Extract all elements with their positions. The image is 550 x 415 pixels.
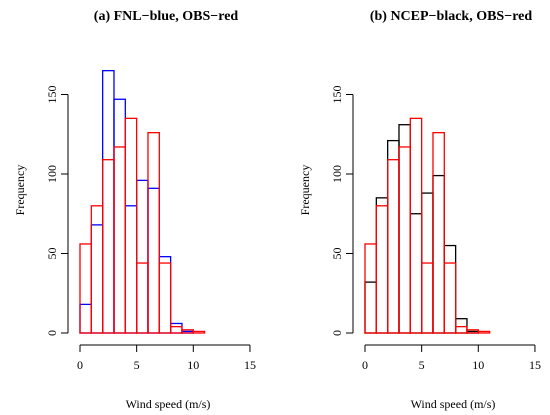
panel-b: (b) NCEP−black, OBS−red050100150Frequenc…: [298, 9, 541, 411]
x-tick-label: 10: [187, 358, 199, 372]
panel-a: (a) FNL−blue, OBS−red 0 50 100 150 Frequency 0…: [13, 9, 256, 411]
obs-bar: [364, 243, 377, 334]
obs-bar: [124, 117, 138, 334]
obs-bar: [432, 132, 445, 334]
fnl-bar: [147, 187, 160, 334]
fnl-bar: [135, 179, 149, 334]
obs-bar: [454, 325, 468, 334]
ncep-bar: [387, 139, 400, 334]
y-tick-label: 100: [330, 165, 344, 183]
obs-bar: [375, 205, 389, 334]
y-tick-label: 0: [330, 330, 344, 336]
obs-bar: [147, 132, 160, 334]
obs-bar: [192, 330, 206, 334]
fnl-bar: [90, 224, 104, 334]
fnl-bar: [124, 205, 138, 334]
obs-bar: [409, 117, 423, 334]
x-tick-label: 5: [419, 358, 425, 372]
ncep-bar: [375, 197, 389, 334]
chart-title: (b) NCEP−black, OBS−red: [370, 9, 533, 24]
y-tick-label: 50: [330, 248, 344, 260]
obs-bar: [398, 146, 411, 334]
obs-bar: [113, 146, 126, 334]
fnl-bar: [169, 322, 183, 334]
y-tick-label: 100: [45, 165, 59, 183]
y-axis-label: Frequency: [13, 165, 27, 216]
y-tick-label: 150: [45, 86, 59, 104]
obs-bar: [387, 159, 400, 334]
chart-title: (a) FNL−blue, OBS−red: [94, 9, 239, 24]
x-tick-label: 10: [472, 358, 484, 372]
x-tick-label: 0: [362, 358, 368, 372]
ncep-bar: [398, 124, 411, 334]
obs-bar: [420, 262, 434, 334]
obs-bar: [443, 262, 457, 334]
obs-bar: [158, 262, 172, 334]
obs-bar: [79, 243, 92, 334]
fnl-bar: [158, 256, 172, 334]
x-tick-label: 5: [134, 358, 140, 372]
x-tick-label: 15: [244, 358, 256, 372]
fnl-bar: [113, 98, 126, 334]
y-tick-label: 150: [330, 86, 344, 104]
y-axis-label: Frequency: [298, 165, 312, 216]
ncep-bar: [409, 213, 423, 334]
y-tick-label: 0: [45, 330, 59, 336]
x-tick-label: 0: [77, 358, 83, 372]
obs-bar: [169, 325, 183, 334]
obs-bar: [477, 330, 491, 334]
ncep-bar: [364, 281, 377, 334]
obs-bar: [135, 262, 149, 334]
ncep-bar: [454, 318, 468, 334]
ncep-bar: [443, 244, 457, 334]
y-tick-label: 50: [45, 248, 59, 260]
obs-bar: [102, 159, 115, 334]
ncep-bar: [432, 174, 445, 334]
fnl-bar: [102, 70, 115, 334]
x-axis-label: Wind speed (m/s): [411, 397, 496, 411]
fnl-bar: [79, 303, 92, 334]
x-axis-label: Wind speed (m/s): [126, 397, 211, 411]
x-tick-label: 15: [529, 358, 541, 372]
